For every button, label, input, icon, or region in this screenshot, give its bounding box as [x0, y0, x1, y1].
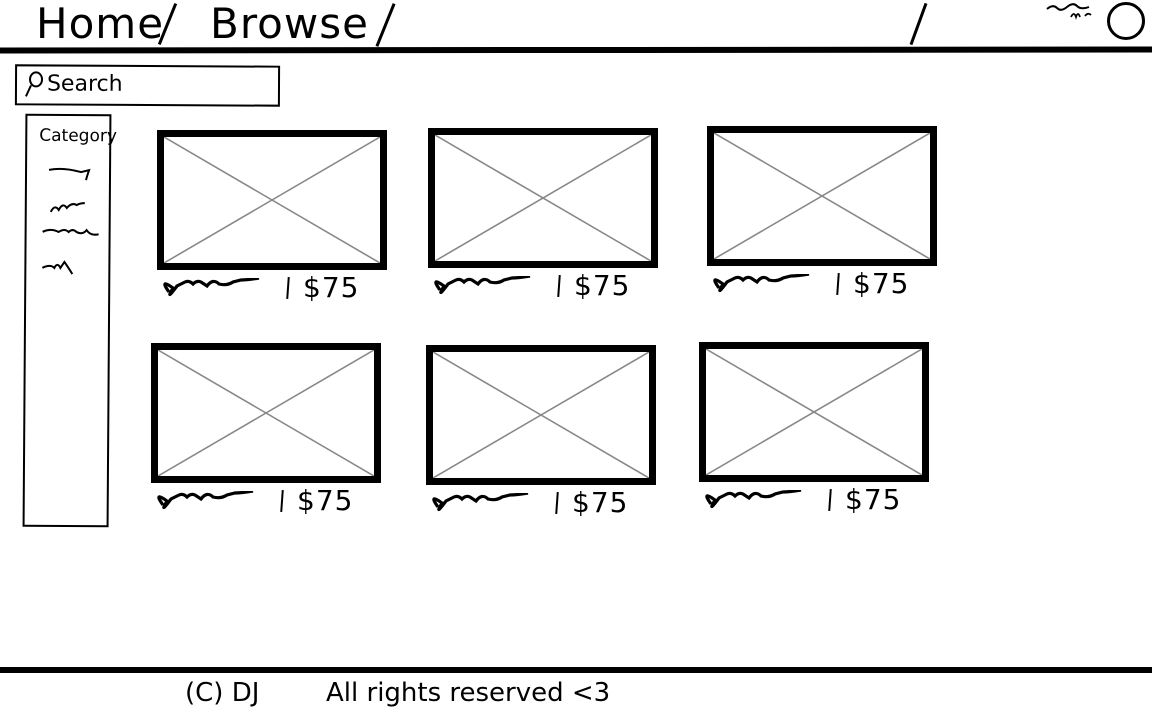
product-card[interactable]: $75 — [426, 345, 662, 521]
search-input[interactable]: Search — [14, 64, 281, 107]
product-name-scribble[interactable] — [430, 276, 534, 300]
image-placeholder-icon — [706, 349, 922, 475]
search-icon — [25, 71, 44, 97]
image-placeholder-icon — [714, 133, 930, 259]
product-image-placeholder[interactable] — [428, 128, 658, 268]
footer-divider — [0, 667, 1152, 673]
product-image-placeholder[interactable] — [426, 345, 656, 485]
product-image-placeholder[interactable] — [707, 126, 937, 266]
name-price-divider — [557, 274, 561, 298]
name-price-divider — [836, 272, 840, 296]
header-divider — [0, 46, 1152, 54]
nav-divider — [909, 2, 928, 46]
product-name-scribble[interactable] — [701, 490, 805, 514]
nav-home-link[interactable]: Home — [36, 0, 165, 48]
name-price-divider — [286, 276, 290, 300]
profile-name-scribble — [1046, 3, 1092, 20]
category-sidebar: Category — [22, 113, 117, 528]
product-name-scribble[interactable] — [709, 274, 813, 298]
product-card[interactable]: $75 — [157, 130, 393, 306]
product-card[interactable]: $75 — [699, 342, 935, 518]
product-name-scribble[interactable] — [159, 278, 263, 302]
image-placeholder-icon — [158, 350, 374, 476]
product-name-scribble[interactable] — [153, 491, 257, 515]
product-card[interactable]: $75 — [151, 343, 387, 519]
search-placeholder: Search — [46, 71, 123, 97]
product-price: $75 — [303, 271, 360, 304]
footer-rights: All rights reserved <3 — [326, 678, 611, 708]
sidebar-title: Category — [39, 125, 118, 147]
product-name-scribble[interactable] — [428, 493, 532, 517]
image-placeholder-icon — [435, 135, 651, 261]
sidebar-item-category[interactable] — [41, 164, 101, 186]
sidebar-item-category[interactable] — [41, 198, 101, 218]
profile-avatar-icon[interactable] — [1107, 2, 1145, 40]
name-price-divider — [280, 489, 284, 513]
name-price-divider — [555, 491, 559, 515]
product-price: $75 — [845, 483, 902, 516]
product-image-placeholder[interactable] — [157, 130, 387, 270]
sidebar-item-category[interactable] — [41, 224, 107, 244]
product-price: $75 — [572, 486, 629, 519]
product-image-placeholder[interactable] — [699, 342, 929, 482]
product-card[interactable]: $75 — [707, 126, 943, 302]
sidebar-item-category[interactable] — [40, 258, 90, 278]
product-price: $75 — [297, 484, 354, 517]
nav-browse-link[interactable]: Browse — [210, 0, 369, 48]
name-price-divider — [828, 488, 832, 512]
product-price: $75 — [853, 267, 910, 300]
nav-divider — [375, 3, 396, 47]
product-image-placeholder[interactable] — [151, 343, 381, 483]
image-placeholder-icon — [164, 137, 380, 263]
product-card[interactable]: $75 — [428, 128, 664, 304]
image-placeholder-icon — [433, 352, 649, 478]
footer-copyright: (C) DJ — [185, 678, 260, 708]
product-price: $75 — [574, 269, 631, 302]
